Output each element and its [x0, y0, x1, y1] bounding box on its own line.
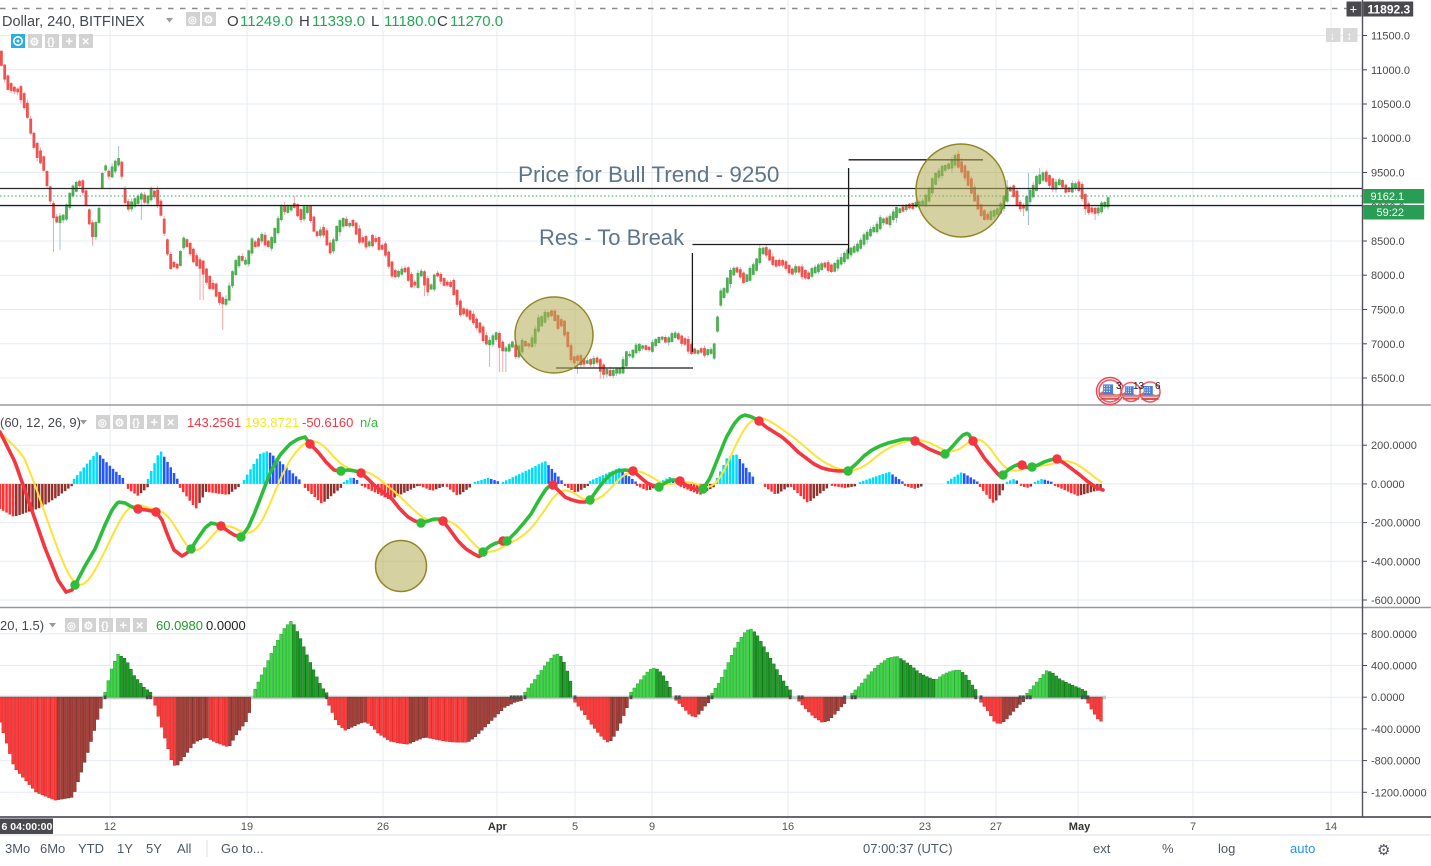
svg-text:YTD: YTD: [78, 841, 104, 856]
svg-text:23: 23: [919, 821, 931, 833]
svg-text:All: All: [177, 841, 192, 856]
svg-text:ext: ext: [1093, 841, 1111, 856]
svg-text:n/a: n/a: [360, 415, 379, 430]
svg-text:Price for Bull Trend - 9250: Price for Bull Trend - 9250: [518, 162, 779, 187]
svg-text:9162.1: 9162.1: [1371, 191, 1405, 203]
svg-text:H: H: [299, 13, 310, 30]
svg-text:✕: ✕: [136, 621, 144, 632]
svg-text:143.2561: 143.2561: [187, 415, 241, 430]
svg-text:6Mo: 6Mo: [40, 841, 65, 856]
svg-text:0.0000: 0.0000: [206, 618, 246, 633]
svg-text:19: 19: [241, 821, 253, 833]
svg-text:6500.0: 6500.0: [1371, 373, 1405, 385]
svg-text:◎: ◎: [188, 15, 197, 26]
svg-text:12: 12: [104, 821, 116, 833]
svg-text:-400.0000: -400.0000: [1371, 724, 1421, 736]
svg-text:11180.0: 11180.0: [384, 13, 436, 30]
svg-text:11892.3: 11892.3: [1368, 3, 1411, 17]
svg-text:193.8721: 193.8721: [245, 415, 299, 430]
svg-text:O: O: [227, 13, 239, 30]
svg-text:-1200.0000: -1200.0000: [1371, 787, 1427, 799]
svg-text:1Y: 1Y: [117, 841, 133, 856]
svg-text:11249.0: 11249.0: [240, 13, 293, 30]
svg-text:⚙: ⚙: [115, 418, 125, 430]
svg-text:14: 14: [1325, 821, 1337, 833]
svg-text:⚙: ⚙: [1377, 842, 1390, 859]
svg-text:Go to...: Go to...: [221, 841, 264, 856]
svg-text:3: 3: [1116, 381, 1122, 392]
svg-text:Res - To Break: Res - To Break: [539, 225, 685, 250]
svg-text:0.0000: 0.0000: [1371, 692, 1405, 704]
svg-text:(60, 12, 26, 9): (60, 12, 26, 9): [0, 415, 81, 430]
svg-text:8000.0: 8000.0: [1371, 270, 1405, 282]
svg-text:60.0980: 60.0980: [156, 618, 203, 633]
svg-text:{}: {}: [101, 621, 109, 632]
svg-text:-400.0000: -400.0000: [1371, 556, 1421, 568]
svg-text:10500.0: 10500.0: [1371, 99, 1411, 111]
svg-text:59:22: 59:22: [1377, 207, 1405, 219]
svg-text:+: +: [1350, 2, 1358, 17]
svg-text:-50.6160: -50.6160: [302, 415, 353, 430]
svg-text:27: 27: [990, 821, 1002, 833]
svg-text:↕: ↕: [1347, 31, 1353, 43]
svg-text:11339.0: 11339.0: [312, 13, 365, 30]
svg-text:26: 26: [377, 821, 389, 833]
svg-text:Apr: Apr: [488, 821, 508, 833]
svg-text:✕: ✕: [167, 418, 175, 429]
svg-text:May: May: [1069, 821, 1091, 833]
svg-text:11000.0: 11000.0: [1371, 65, 1410, 77]
svg-text:11500.0: 11500.0: [1371, 31, 1410, 43]
svg-text:-800.0000: -800.0000: [1371, 756, 1421, 768]
svg-text:log: log: [1218, 841, 1235, 856]
svg-text:%: %: [1162, 841, 1174, 856]
svg-text:200.0000: 200.0000: [1371, 440, 1417, 452]
svg-text:10000.0: 10000.0: [1371, 133, 1411, 145]
svg-text:800.0000: 800.0000: [1371, 629, 1417, 641]
svg-text:+: +: [66, 34, 74, 49]
svg-text:Dollar, 240, BITFINEX: Dollar, 240, BITFINEX: [2, 14, 145, 30]
svg-text:6 04:00:00: 6 04:00:00: [2, 821, 53, 833]
svg-text:⚙: ⚙: [84, 621, 94, 633]
svg-text:11270.0: 11270.0: [450, 13, 503, 30]
svg-text:-600.0000: -600.0000: [1371, 595, 1421, 607]
svg-text:◎: ◎: [67, 621, 76, 632]
svg-text:C: C: [437, 13, 448, 30]
svg-text:✕: ✕: [82, 37, 90, 48]
svg-text:7000.0: 7000.0: [1371, 339, 1405, 351]
svg-text:L: L: [371, 13, 379, 30]
svg-text:5Y: 5Y: [146, 841, 162, 856]
svg-text:400.0000: 400.0000: [1371, 661, 1417, 673]
svg-text:7500.0: 7500.0: [1371, 305, 1405, 317]
svg-text:{}: {}: [47, 37, 55, 48]
svg-text:8500.0: 8500.0: [1371, 236, 1405, 248]
svg-text:07:00:37 (UTC): 07:00:37 (UTC): [863, 841, 953, 856]
svg-text:7: 7: [1190, 821, 1196, 833]
svg-text:auto: auto: [1290, 841, 1315, 856]
svg-text:0.0000: 0.0000: [1371, 479, 1405, 491]
svg-text:5: 5: [572, 821, 578, 833]
svg-text:9500.0: 9500.0: [1371, 168, 1405, 180]
svg-text:6: 6: [1155, 381, 1161, 392]
svg-text:+: +: [120, 618, 128, 633]
svg-text:-200.0000: -200.0000: [1371, 518, 1421, 530]
svg-text:◎: ◎: [98, 418, 107, 429]
svg-text:13: 13: [1133, 381, 1145, 392]
svg-text:20, 1.5): 20, 1.5): [0, 618, 44, 633]
svg-text:3Mo: 3Mo: [5, 841, 30, 856]
svg-text:+: +: [151, 415, 159, 430]
svg-text:16: 16: [782, 821, 794, 833]
svg-text:↓: ↓: [1330, 31, 1336, 43]
svg-text:⚙: ⚙: [204, 15, 214, 27]
svg-text:{}: {}: [132, 418, 140, 429]
svg-text:9: 9: [649, 821, 655, 833]
svg-text:⚙: ⚙: [30, 37, 40, 49]
